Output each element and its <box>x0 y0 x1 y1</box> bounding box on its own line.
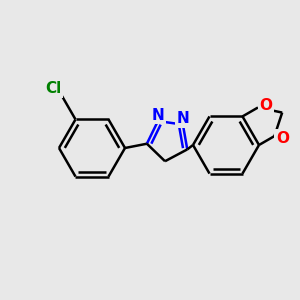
Text: Cl: Cl <box>45 81 61 96</box>
Text: O: O <box>276 130 289 146</box>
Text: N: N <box>176 111 189 126</box>
Text: O: O <box>260 98 272 113</box>
Text: N: N <box>152 108 164 123</box>
